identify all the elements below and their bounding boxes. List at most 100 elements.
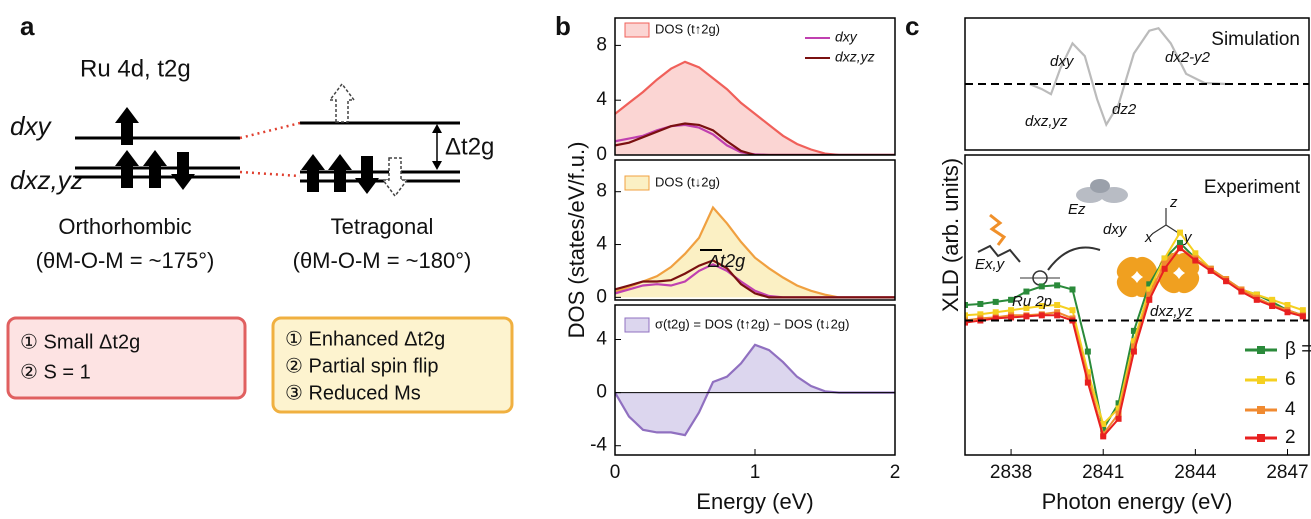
legend-label: 6 (1285, 369, 1296, 390)
marker (1038, 283, 1045, 290)
x-tick-label: 1 (750, 462, 761, 483)
annotation: dxy (1103, 221, 1128, 238)
marker (1269, 303, 1276, 310)
chart-title: Simulation (1211, 29, 1300, 50)
marker (1023, 305, 1030, 312)
box-item: ① Enhanced Δt2g (285, 328, 445, 350)
arrow-head (432, 161, 442, 170)
annotation: Δt2g (707, 251, 745, 271)
plot-body (615, 60, 895, 155)
annotation: dx2-y2 (1165, 49, 1211, 66)
marker (1192, 250, 1199, 257)
marker (1207, 267, 1214, 274)
marker (1115, 400, 1122, 407)
box-item: ③ Reduced Ms (285, 382, 421, 404)
annotation: dxy (1050, 53, 1075, 70)
x-tick-label: 2838 (990, 462, 1032, 483)
annotation: z (1169, 194, 1178, 211)
summary-box (271, 316, 514, 414)
marker (1130, 348, 1137, 355)
panel-label: b (555, 11, 571, 41)
marker (1146, 281, 1153, 288)
legend-marker (1257, 434, 1265, 442)
structure-angle: (θM-O-M = ~180°) (293, 248, 472, 273)
legend-swatch (624, 175, 650, 191)
series-line (615, 259, 895, 299)
marker (1299, 313, 1306, 320)
annotation: dz2 (1112, 101, 1137, 118)
marker (1008, 314, 1015, 321)
structure-angle: (θM-O-M = ~175°) (36, 248, 215, 273)
orbital (1090, 179, 1110, 193)
plot-body (965, 229, 1306, 440)
level-label: dxy (10, 111, 52, 141)
marker (1284, 309, 1291, 316)
light-wave (977, 244, 1021, 263)
marker (1161, 260, 1168, 267)
frame (964, 154, 1310, 456)
area (615, 61, 895, 155)
plot: dxy dxz,yz dz2 dx2-y2 (964, 17, 1310, 151)
marker (1177, 245, 1183, 252)
marker (1177, 239, 1183, 246)
plot: 0 4 8 DOS (t↑2g) dxy dxz,yz (596, 17, 896, 165)
x-axis-label: Energy (eV) (696, 489, 813, 514)
marker (1146, 296, 1153, 303)
y-tick-label: 8 (596, 181, 607, 202)
connector (239, 170, 301, 178)
x-tick-label: 2 (890, 462, 901, 483)
marker (1177, 229, 1183, 236)
legend-label: DOS (t↓2g) (655, 174, 720, 189)
chart-title: Experiment (1204, 177, 1301, 198)
marker (1054, 309, 1061, 316)
area (615, 207, 895, 298)
y-axis-label: DOS (states/eV/f.u.) (564, 142, 589, 339)
marker (1023, 288, 1030, 295)
frame (614, 17, 896, 156)
orbital (1100, 187, 1128, 203)
series-line (1029, 26, 1227, 128)
marker (1038, 303, 1045, 310)
marker (1084, 369, 1091, 376)
marker (1038, 312, 1045, 319)
structure-name: Tetragonal (331, 214, 434, 239)
plot-body (1029, 26, 1227, 128)
marker (1238, 288, 1245, 295)
light-wave (989, 213, 1007, 246)
marker (1054, 312, 1061, 319)
splitting-label: Δt2g (445, 133, 494, 160)
legend-label: β = 8 (1285, 339, 1311, 360)
marker (1100, 420, 1107, 427)
summary-box (6, 316, 247, 400)
marker (977, 300, 984, 307)
legend-label: DOS (t↑2g) (655, 21, 720, 36)
legend-label: 2 (1285, 427, 1296, 448)
y-tick-label: 4 (596, 234, 607, 255)
marker (1100, 433, 1107, 440)
marker (1269, 296, 1276, 303)
arrow-head (432, 124, 442, 133)
legend-swatch (624, 22, 650, 38)
marker (1054, 302, 1061, 308)
annotation: Ez (1068, 201, 1086, 218)
marker (1130, 343, 1137, 350)
annotation: dxz,yz (1025, 113, 1068, 130)
axes-icon (1151, 208, 1181, 235)
marker (1130, 327, 1137, 334)
marker (1284, 302, 1291, 308)
annotation: x (1144, 229, 1153, 246)
x-axis-label: Photon energy (eV) (1042, 489, 1233, 514)
y-tick-label: 0 (596, 382, 607, 403)
marker (1223, 278, 1230, 285)
marker (1115, 415, 1122, 422)
y-tick-label: 0 (596, 144, 607, 165)
series-line (615, 122, 895, 155)
annotation: Ex,y (975, 256, 1006, 273)
legend-swatch (624, 317, 650, 333)
y-tick-label: 8 (596, 34, 607, 55)
marker (1161, 255, 1168, 262)
marker (1100, 426, 1107, 433)
marker (1253, 291, 1260, 298)
